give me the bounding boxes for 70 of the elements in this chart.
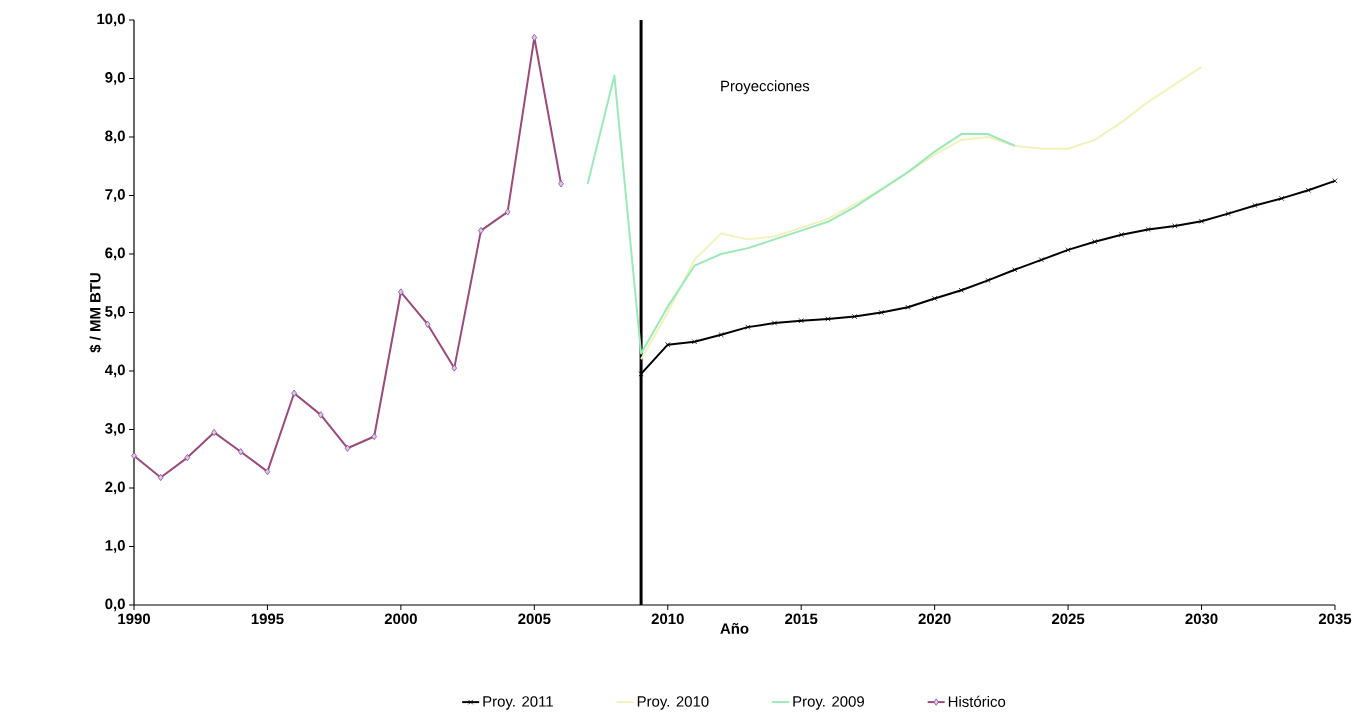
point [665,342,671,348]
point [424,320,431,328]
y-tick-label: 6,0 [105,247,125,261]
point [1092,239,1098,245]
point [958,287,964,293]
point [264,468,271,476]
legend-label: Proy. 2011 [483,696,553,710]
point [398,288,404,296]
point [531,33,538,42]
x-tick-label: 2035 [1318,613,1352,625]
point [504,208,511,216]
y-tick-label: 9,0 [105,72,125,85]
y-axis-title: $ / MM BTU [89,273,102,353]
x-tick-label: 2025 [1051,613,1085,625]
point [718,332,724,338]
x-tick-label: 2030 [1185,613,1218,625]
point [1252,202,1258,209]
point [878,309,884,316]
point [1118,232,1125,238]
point [851,313,858,320]
x-tick-label: 2000 [384,613,417,625]
point [451,364,458,372]
legend-label: Proy. 2009 [793,696,864,710]
point [985,277,991,283]
point [905,304,911,310]
point [184,453,191,462]
legend-label: Histórico [948,695,1006,708]
x-tick-label: 1995 [251,613,284,625]
point [157,473,164,482]
point [825,316,831,322]
legend-label: Proy. 2010 [637,696,709,710]
point [1145,226,1151,233]
point [291,389,297,397]
point [1225,210,1231,217]
x-tick-label: 2010 [651,613,684,625]
y-tick-label: 2,0 [105,481,125,495]
point [1305,187,1311,193]
point [771,320,778,326]
y-tick-label: 0,0 [105,598,125,612]
point [237,448,244,456]
point [691,339,698,345]
point [558,180,564,188]
y-tick-label: 5,0 [105,306,125,319]
x-tick-label: 2015 [785,613,818,625]
y-tick-label: 4,0 [104,364,125,378]
x-axis-title: Año [720,622,749,634]
point [1012,267,1018,273]
y-tick-label: 7,0 [105,189,125,202]
annotation: Proyecciones [721,80,810,95]
x-tick-label: 2020 [918,613,951,625]
point [1065,247,1071,253]
point [478,227,484,235]
x-tick-label: 2005 [518,613,551,625]
y-tick-label: 10,0 [97,13,125,27]
point [798,318,804,324]
point [131,452,137,460]
point [318,411,324,419]
y-tick-label: 8,0 [105,130,125,144]
point [344,444,351,452]
x-tick-label: 1990 [118,613,150,625]
y-tick-label: 1,0 [105,540,125,553]
point [1332,178,1338,184]
point [1278,195,1285,202]
line-series [586,74,1016,355]
point [1038,257,1045,263]
point [745,324,751,330]
y-tick-label: 3,0 [105,423,125,436]
point [931,295,938,302]
point [1172,223,1178,229]
point [1198,218,1205,224]
